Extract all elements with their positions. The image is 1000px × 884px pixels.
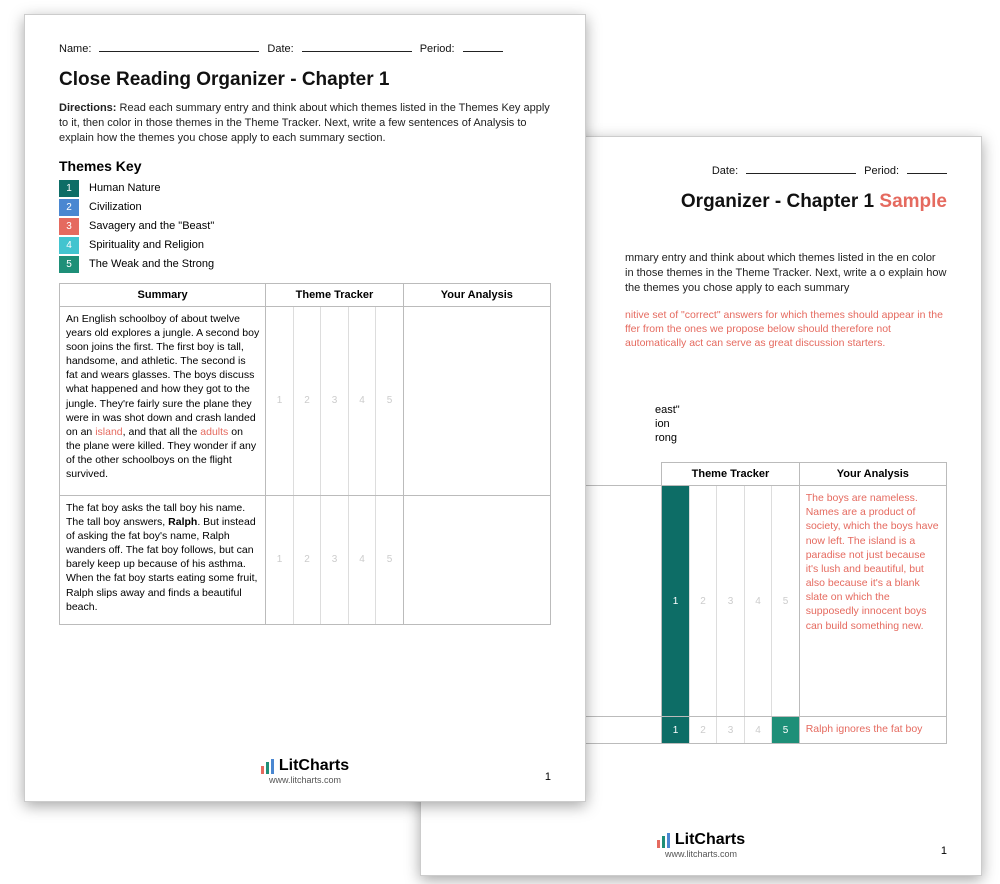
tracker-box: 5 — [772, 486, 799, 716]
theme-item: 2 Civilization — [59, 199, 551, 216]
period-label: Period: — [420, 43, 455, 55]
theme-fragment: east" — [655, 404, 947, 416]
bars-icon — [657, 833, 670, 848]
col-summary: Summary — [60, 283, 266, 306]
tracker-box: 5 — [772, 717, 799, 743]
tracker-box: 2 — [690, 717, 718, 743]
tracker-box: 2 — [690, 486, 718, 716]
analysis-fragment: Ralph ignores the fat boy — [799, 717, 946, 744]
period-label: Period: — [864, 165, 899, 177]
directions-text: Directions: Read each summary entry and … — [59, 101, 551, 146]
tracker-cell: 12345 — [662, 717, 799, 744]
tracker-box: 3 — [321, 496, 349, 624]
date-blank — [746, 173, 856, 174]
page-number: 1 — [941, 845, 947, 857]
theme-label: Savagery and the "Beast" — [89, 220, 214, 232]
page-title: Close Reading Organizer - Chapter 1 — [59, 69, 551, 91]
tracker-box: 1 — [662, 717, 690, 743]
directions-label: Directions: — [59, 102, 116, 114]
summary-text: An English schoolboy of about twelve yea… — [60, 306, 266, 495]
tracker-box: 1 — [266, 307, 294, 495]
title-text: Organizer - Chapter 1 — [681, 191, 880, 212]
brand-text: LitCharts — [279, 757, 349, 775]
col-tracker: Theme Tracker — [266, 283, 403, 306]
brand-url: www.litcharts.com — [665, 849, 737, 859]
tracker-box: 4 — [349, 496, 377, 624]
tracker-cell: 12345 — [662, 486, 799, 717]
themes-list: 1 Human Nature 2 Civilization 3 Savagery and … — [59, 180, 551, 273]
theme-fragment: rong — [655, 432, 947, 444]
theme-item: 3 Savagery and the "Beast" — [59, 218, 551, 235]
page-number: 1 — [545, 771, 551, 783]
theme-chip: 2 — [59, 199, 79, 216]
tracker-box: 2 — [294, 496, 322, 624]
brand-text: LitCharts — [675, 831, 745, 849]
page-footer: LitCharts www.litcharts.com 1 — [25, 757, 585, 785]
theme-label: The Weak and the Strong — [89, 258, 214, 270]
date-blank — [302, 51, 412, 52]
worksheet-page-blank: Name: Date: Period: Close Reading Organi… — [24, 14, 586, 802]
tracker-cell: 12345 — [266, 306, 403, 495]
theme-chip: 4 — [59, 237, 79, 254]
brand-url: www.litcharts.com — [269, 775, 341, 785]
brand-logo: LitCharts — [261, 757, 349, 775]
tracker-box: 5 — [376, 307, 403, 495]
tracker-box: 3 — [717, 486, 745, 716]
tracker-box: 3 — [717, 717, 745, 743]
highlight-term: adults — [200, 426, 228, 438]
date-label: Date: — [267, 43, 293, 55]
col-analysis: Your Analysis — [403, 283, 550, 306]
tracker-box: 2 — [294, 307, 322, 495]
theme-label: Human Nature — [89, 182, 161, 194]
theme-item: 4 Spirituality and Religion — [59, 237, 551, 254]
tracker-box: 4 — [745, 486, 773, 716]
summary-text: The fat boy asks the tall boy his name. … — [60, 495, 266, 624]
character-name: Ralph — [168, 516, 197, 528]
theme-item: 1 Human Nature — [59, 180, 551, 197]
tracker-box: 1 — [662, 486, 690, 716]
col-analysis: Your Analysis — [799, 463, 946, 486]
tracker-box: 4 — [745, 717, 773, 743]
theme-label: Civilization — [89, 201, 142, 213]
highlight-term: island — [95, 426, 122, 438]
analysis-blank — [403, 495, 550, 624]
sample-label: Sample — [879, 191, 947, 212]
theme-label: Spirituality and Religion — [89, 239, 204, 251]
col-tracker: Theme Tracker — [662, 463, 799, 486]
bars-icon — [261, 759, 274, 774]
tracker-cell: 12345 — [266, 495, 403, 624]
date-label: Date: — [712, 165, 738, 177]
directions-body: Read each summary entry and think about … — [59, 102, 550, 144]
period-blank — [907, 173, 947, 174]
theme-chip: 1 — [59, 180, 79, 197]
theme-fragment: ion — [655, 418, 947, 430]
brand-logo: LitCharts — [657, 831, 745, 849]
page-footer: LitCharts www.litcharts.com 1 — [421, 831, 981, 859]
tracker-box: 1 — [266, 496, 294, 624]
theme-item: 5 The Weak and the Strong — [59, 256, 551, 273]
analysis-blank — [403, 306, 550, 495]
theme-chip: 5 — [59, 256, 79, 273]
name-label: Name: — [59, 43, 91, 55]
analysis-text: The boys are nameless. Names are a produ… — [799, 486, 946, 717]
tracker-box: 3 — [321, 307, 349, 495]
worksheet-table: Summary Theme Tracker Your Analysis An E… — [59, 283, 551, 625]
themes-key-heading: Themes Key — [59, 158, 551, 174]
tracker-box: 4 — [349, 307, 377, 495]
tracker-box: 5 — [376, 496, 403, 624]
theme-chip: 3 — [59, 218, 79, 235]
period-blank — [463, 51, 503, 52]
header-fields: Name: Date: Period: — [59, 43, 551, 55]
name-blank — [99, 51, 259, 52]
